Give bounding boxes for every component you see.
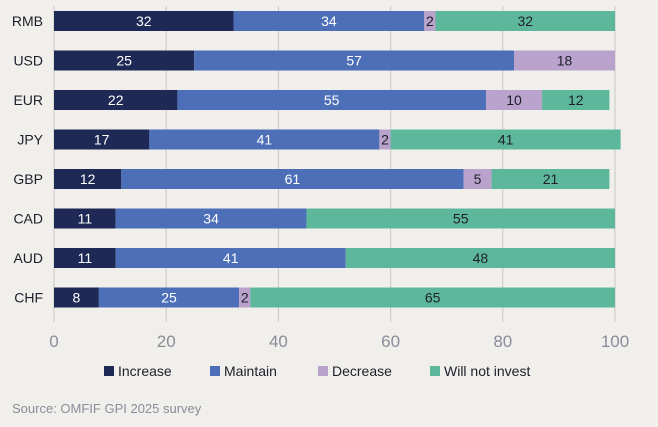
bar-usd-maintain (194, 50, 515, 71)
data-label-usd-increase: 25 (116, 53, 132, 69)
data-label-aud-maintain: 41 (223, 250, 239, 266)
data-label-eur-maintain: 55 (324, 92, 340, 108)
bar-gbp-increase (54, 169, 122, 189)
data-label-rmb-decrease: 2 (426, 13, 434, 29)
x-tick-label-0: 0 (49, 332, 58, 351)
data-label-chf-increase: 8 (73, 290, 81, 306)
data-label-jpy-decrease: 2 (381, 132, 389, 148)
data-label-jpy-will-not-invest: 41 (498, 132, 514, 148)
data-label-eur-will-not-invest: 12 (568, 92, 584, 108)
legend-label-increase: Increase (118, 363, 172, 379)
data-label-eur-increase: 22 (108, 92, 124, 108)
data-label-rmb-maintain: 34 (321, 13, 337, 29)
bar-gbp-will-not-invest (491, 169, 610, 189)
data-label-gbp-increase: 12 (80, 171, 96, 187)
x-axis-ticks: 0 20 40 60 80 100 (49, 332, 629, 351)
data-label-chf-decrease: 2 (241, 290, 249, 306)
bar-jpy-maintain (149, 129, 380, 150)
category-label-rmb: RMB (12, 13, 43, 29)
data-label-jpy-increase: 17 (94, 132, 110, 148)
bar-eur-increase (54, 90, 178, 110)
legend-label-decrease: Decrease (332, 363, 392, 379)
bar-eur-decrease (485, 90, 543, 110)
bar-chf-increase (54, 287, 99, 308)
category-label-jpy: JPY (17, 132, 43, 148)
data-label-chf-maintain: 25 (161, 290, 177, 306)
bars: 32 34 2 32 25 57 18 22 55 10 12 17 41 2 41 12 61 5 21 11 34 5… (54, 11, 621, 308)
bar-aud-will-not-invest (345, 248, 615, 268)
category-labels: RMB USD EUR JPY GBP CAD AUD CHF (12, 13, 44, 306)
category-label-aud: AUD (13, 250, 43, 266)
x-tick-label-20: 20 (157, 332, 176, 351)
category-label-cad: CAD (13, 211, 43, 227)
x-tick-label-80: 80 (493, 332, 512, 351)
bar-usd-decrease (514, 50, 615, 71)
data-label-rmb-increase: 32 (136, 13, 152, 29)
bar-gbp-decrease (463, 169, 492, 189)
data-label-gbp-maintain: 61 (285, 171, 301, 187)
data-label-eur-decrease: 10 (506, 92, 522, 108)
bar-chf-will-not-invest (250, 287, 615, 308)
bar-jpy-decrease (379, 129, 391, 150)
bar-rmb-maintain (233, 11, 425, 31)
legend-label-will-not-invest: Will not invest (444, 363, 530, 379)
data-label-usd-decrease: 18 (557, 53, 573, 69)
bar-chf-decrease (239, 287, 251, 308)
bar-cad-increase (54, 208, 116, 229)
data-label-cad-will-not-invest: 55 (453, 211, 469, 227)
x-tick-label-100: 100 (601, 332, 629, 351)
x-tick-label-60: 60 (381, 332, 400, 351)
data-label-aud-will-not-invest: 48 (473, 250, 489, 266)
bar-rmb-decrease (424, 11, 436, 31)
data-label-chf-will-not-invest: 65 (425, 290, 441, 306)
bar-cad-will-not-invest (306, 208, 615, 229)
legend-swatch-maintain (210, 366, 220, 376)
x-tick-label-40: 40 (269, 332, 288, 351)
bar-eur-maintain (177, 90, 486, 110)
data-label-rmb-will-not-invest: 32 (517, 13, 533, 29)
legend-swatch-decrease (318, 366, 328, 376)
bar-aud-increase (54, 248, 116, 268)
data-label-cad-increase: 11 (78, 211, 93, 227)
category-label-gbp: GBP (13, 171, 43, 187)
bar-chf-maintain (98, 287, 240, 308)
bar-jpy-will-not-invest (390, 129, 621, 150)
bar-jpy-increase (54, 129, 150, 150)
data-label-aud-increase: 11 (78, 250, 93, 266)
bar-rmb-increase (54, 11, 234, 31)
legend-label-maintain: Maintain (224, 363, 277, 379)
data-label-jpy-maintain: 41 (257, 132, 273, 148)
data-label-usd-maintain: 57 (346, 53, 362, 69)
category-label-eur: EUR (13, 92, 43, 108)
category-label-usd: USD (13, 53, 43, 69)
source-note: Source: OMFIF GPI 2025 survey (12, 401, 202, 416)
bar-rmb-will-not-invest (435, 11, 615, 31)
legend-swatch-will-not-invest (430, 366, 440, 376)
bar-gbp-maintain (121, 169, 464, 189)
bar-aud-maintain (115, 248, 346, 268)
category-label-chf: CHF (14, 290, 43, 306)
legend: Increase Maintain Decrease Will not invest (104, 363, 530, 379)
data-label-cad-maintain: 34 (203, 211, 219, 227)
bar-usd-increase (54, 50, 195, 71)
bar-eur-will-not-invest (542, 90, 610, 110)
legend-swatch-increase (104, 366, 114, 376)
data-label-gbp-will-not-invest: 21 (543, 171, 559, 187)
data-label-gbp-decrease: 5 (474, 171, 482, 187)
bar-cad-maintain (115, 208, 307, 229)
